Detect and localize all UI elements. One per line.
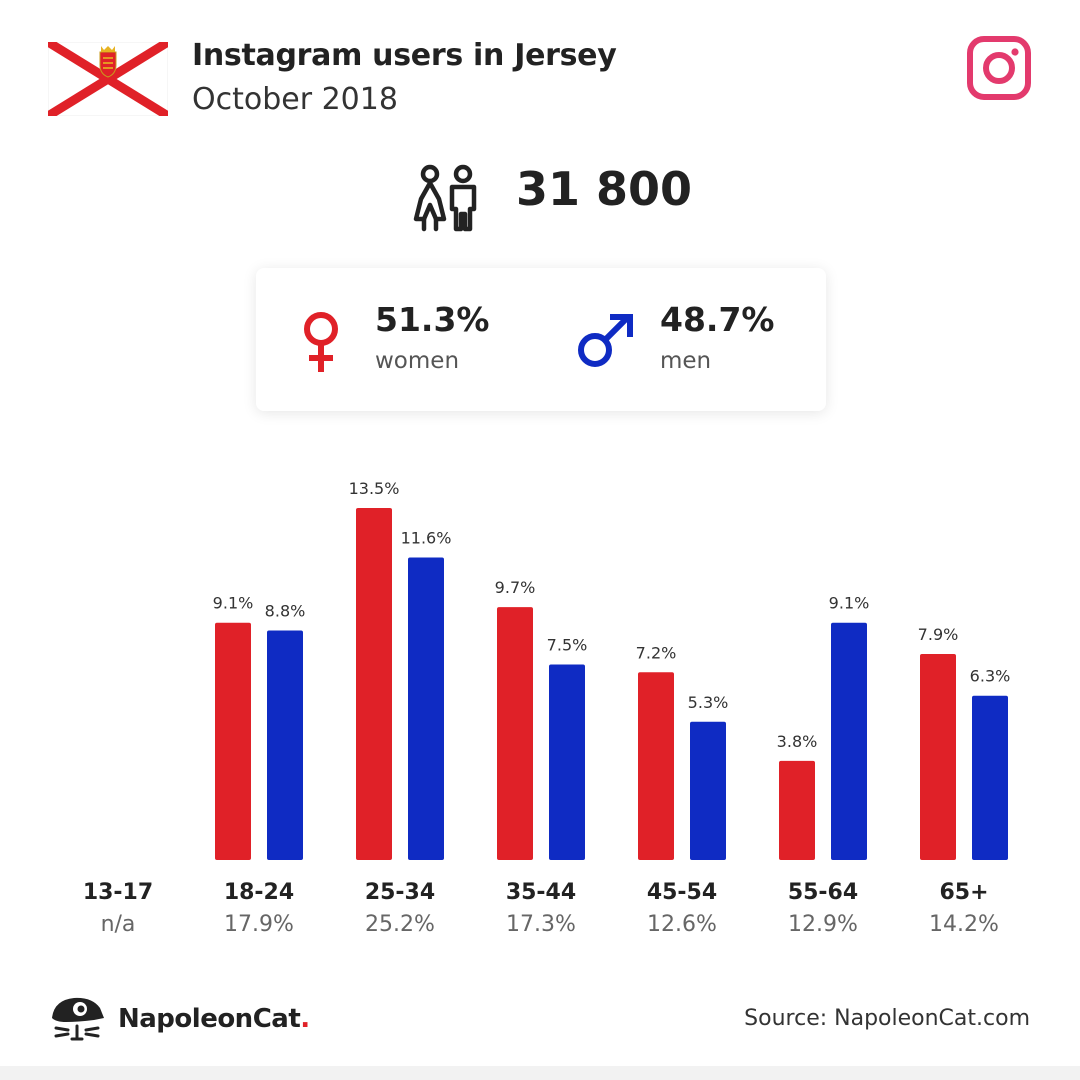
- instagram-icon: [967, 36, 1031, 100]
- age-group-share: 17.3%: [506, 912, 576, 937]
- age-gender-bar-chart: 13-17 n/a 9.1% 8.8% 18-24 17.9% 13.5% 11.6% 25-3…: [83, 479, 1011, 937]
- age-group-share: 25.2%: [365, 912, 435, 937]
- gender-card: 51.3% women 48.7% men: [256, 268, 826, 411]
- bar-women-25-34: [356, 508, 392, 860]
- napoleoncat-logo-icon: [52, 997, 104, 1041]
- bar-women-45-54: [638, 672, 674, 860]
- bar-value-label: 7.2%: [636, 643, 677, 662]
- age-group-label: 18-24: [224, 880, 294, 905]
- people-icon: [413, 164, 477, 232]
- brand-dot: .: [300, 1004, 310, 1034]
- bar-value-label: 11.6%: [401, 529, 452, 548]
- bar-women-35-44: [497, 607, 533, 860]
- age-group-label: 55-64: [788, 880, 858, 905]
- bar-value-label: 13.5%: [349, 479, 400, 498]
- women-label: women: [375, 348, 460, 374]
- bottom-strip: [0, 1066, 1080, 1080]
- age-group-share: 17.9%: [224, 912, 294, 937]
- age-group-label: 35-44: [506, 880, 576, 905]
- age-group-share: 12.9%: [788, 912, 858, 937]
- women-percentage: 51.3%: [375, 300, 490, 339]
- bar-value-label: 7.9%: [918, 625, 959, 644]
- bar-men-55-64: [831, 622, 867, 860]
- bar-value-label: 9.1%: [213, 594, 254, 613]
- bar-men-25-34: [408, 557, 444, 860]
- total-users: 31 800: [516, 162, 693, 216]
- age-group-label: 13-17: [83, 880, 153, 905]
- page-title: Instagram users in Jersey: [192, 38, 617, 73]
- brand-name-text: NapoleonCat: [118, 1004, 301, 1034]
- bar-value-label: 3.8%: [777, 732, 818, 751]
- bar-men-35-44: [549, 664, 585, 860]
- source-credit: Source: NapoleonCat.com: [744, 1006, 1030, 1031]
- bar-value-label: 7.5%: [547, 635, 588, 654]
- age-group-label: 65+: [939, 880, 988, 905]
- female-icon: [304, 312, 338, 372]
- bar-men-65+: [972, 695, 1008, 860]
- age-group-label: 45-54: [647, 880, 717, 905]
- napoleoncat-brand: NapoleonCat.: [118, 1004, 310, 1034]
- jersey-flag-icon: [48, 42, 168, 116]
- men-label: men: [660, 348, 712, 374]
- male-icon: [578, 314, 633, 367]
- bar-women-65+: [920, 654, 956, 860]
- bar-value-label: 6.3%: [970, 667, 1011, 686]
- bar-women-18-24: [215, 622, 251, 860]
- page-subtitle: October 2018: [192, 82, 398, 117]
- bar-value-label: 9.1%: [829, 594, 870, 613]
- men-percentage: 48.7%: [660, 300, 775, 339]
- bar-value-label: 5.3%: [688, 693, 729, 712]
- bar-men-18-24: [267, 630, 303, 860]
- age-group-label: 25-34: [365, 880, 435, 905]
- age-group-share: 14.2%: [929, 912, 999, 937]
- age-group-share: 12.6%: [647, 912, 717, 937]
- bar-women-55-64: [779, 760, 815, 860]
- bar-men-45-54: [690, 721, 726, 860]
- bar-value-label: 9.7%: [495, 578, 536, 597]
- age-group-share: n/a: [101, 912, 136, 937]
- bar-value-label: 8.8%: [265, 602, 306, 621]
